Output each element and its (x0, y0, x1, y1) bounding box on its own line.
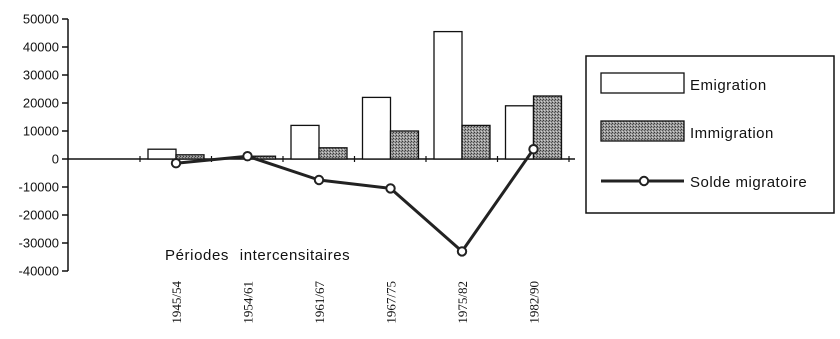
bar-emigration (361, 96, 392, 160)
legend-label-emigration: Emigration (690, 77, 767, 94)
legend: Emigration Immigration Solde migratoire (585, 55, 835, 214)
legend-swatch-immigration (600, 120, 685, 142)
y-tick-label: 0 (52, 152, 59, 167)
solde-point (313, 174, 325, 186)
legend-label-immigration: Immigration (690, 125, 774, 142)
bar-emigration (290, 124, 320, 160)
solde-point (385, 183, 396, 194)
category-label: 1975/82 (455, 281, 470, 324)
y-tick-label: 10000 (23, 124, 59, 139)
bar-emigration (433, 30, 463, 160)
solde-point (456, 246, 468, 257)
bar-immigration (175, 154, 205, 160)
y-tick-label: 40000 (23, 40, 59, 55)
bar-immigration (389, 130, 420, 160)
category-label: 1954/61 (241, 281, 256, 324)
y-tick-label: -10000 (19, 180, 59, 195)
category-labels: 1945/54 1954/61 1961/67 1967/75 1975/82 1982/… (169, 281, 542, 324)
legend-label-solde: Solde migratoire (690, 174, 807, 191)
category-label: 1967/75 (384, 281, 399, 324)
category-label: 1982/90 (527, 281, 542, 324)
category-label: 1961/67 (312, 281, 327, 324)
bars (147, 30, 563, 160)
category-label: 1945/54 (169, 281, 184, 324)
y-tick-label: -30000 (19, 236, 59, 251)
solde-line-series (170, 144, 539, 257)
solde-point (242, 151, 253, 162)
bar-immigration (318, 147, 348, 160)
bar-immigration (461, 124, 491, 160)
y-tick-label: -40000 (19, 264, 59, 279)
y-axis: 50000 40000 30000 20000 10000 0 -10000 -20000 -3… (19, 12, 69, 279)
y-tick-label: 50000 (23, 12, 59, 27)
y-tick-label: -20000 (19, 208, 59, 223)
legend-swatch-solde-marker (638, 175, 650, 187)
solde-line (175, 148, 535, 253)
y-tick-label: 20000 (23, 96, 59, 111)
y-tick-label: 30000 (23, 68, 59, 83)
x-axis-label: Périodes intercensitaires (165, 247, 350, 264)
solde-point (528, 144, 539, 155)
legend-swatch-emigration (600, 72, 685, 94)
solde-point (170, 158, 182, 169)
bar-emigration (147, 148, 177, 160)
